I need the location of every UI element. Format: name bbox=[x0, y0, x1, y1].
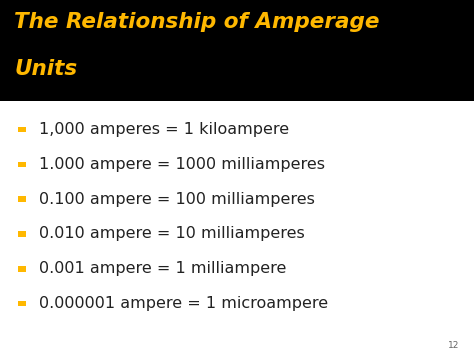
Bar bbox=[18, 301, 26, 306]
Text: 1,000 amperes = 1 kiloampere: 1,000 amperes = 1 kiloampere bbox=[39, 122, 289, 137]
Bar bbox=[18, 162, 26, 167]
Bar bbox=[18, 266, 26, 272]
Text: 0.100 ampere = 100 milliamperes: 0.100 ampere = 100 milliamperes bbox=[39, 192, 315, 207]
Bar bbox=[18, 127, 26, 132]
Text: 12: 12 bbox=[448, 341, 460, 350]
Text: 0.010 ampere = 10 milliamperes: 0.010 ampere = 10 milliamperes bbox=[39, 226, 305, 241]
Text: 1.000 ampere = 1000 milliamperes: 1.000 ampere = 1000 milliamperes bbox=[39, 157, 325, 172]
Text: Units: Units bbox=[14, 59, 77, 78]
Bar bbox=[18, 231, 26, 237]
Text: 0.001 ampere = 1 milliampere: 0.001 ampere = 1 milliampere bbox=[39, 261, 286, 276]
Bar bbox=[0, 0, 474, 101]
Bar bbox=[18, 196, 26, 202]
Text: 0.000001 ampere = 1 microampere: 0.000001 ampere = 1 microampere bbox=[39, 296, 328, 311]
Text: The Relationship of Amperage: The Relationship of Amperage bbox=[14, 12, 380, 32]
